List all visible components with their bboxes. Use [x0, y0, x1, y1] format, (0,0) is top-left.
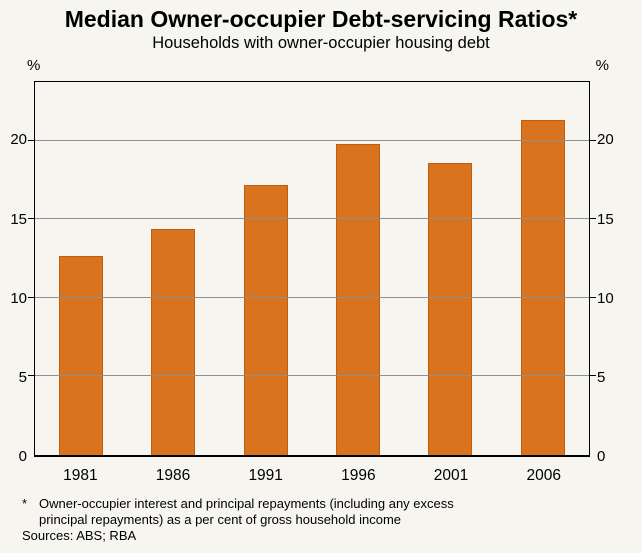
y-tick-label-left-10: 10	[10, 289, 27, 307]
bar-1996	[336, 144, 381, 455]
y-tickmark-left-20	[28, 139, 34, 141]
y-tickmark-left-5	[28, 375, 34, 377]
gridline-20	[35, 139, 589, 141]
y-tick-label-left-0: 0	[18, 448, 27, 465]
y-axis-left: 0 5 10 15 20	[0, 81, 34, 465]
y-axis-unit-left: %	[27, 57, 41, 74]
y-tickmark-right-20	[590, 139, 596, 141]
y-tick-label-right-5: 5	[597, 368, 606, 386]
y-axis-unit-right: %	[595, 57, 609, 74]
bar-1991	[243, 184, 288, 455]
chart-subtitle: Households with owner-occupier housing d…	[152, 34, 490, 52]
y-tick-label-left-20: 20	[10, 131, 27, 149]
y-tickmark-right-15	[590, 218, 596, 220]
gridline-5	[35, 375, 589, 377]
footnote: * Owner-occupier interest and principal …	[0, 493, 642, 544]
y-tick-label-left-15: 15	[10, 210, 27, 228]
chart-title: Median Owner-occupier Debt-servicing Rat…	[64, 6, 578, 32]
footnote-text: Owner-occupier interest and principal re…	[39, 496, 454, 528]
chart: % % 0 5 10 15 20 0 5 10 15 20 1981 1986 1991 1996 20…	[0, 53, 642, 493]
gridline-10	[35, 296, 589, 298]
y-tick-label-right-20: 20	[597, 131, 614, 149]
x-tick-label-1991: 1991	[248, 467, 283, 484]
x-tick-label-1996: 1996	[341, 467, 376, 484]
gridline-15	[35, 218, 589, 220]
sources: Sources: ABS; RBA	[22, 528, 137, 543]
y-tickmark-right-10	[590, 296, 596, 298]
y-tick-label-left-5: 5	[18, 368, 27, 386]
footnote-row: * Owner-occupier interest and principal …	[22, 496, 616, 528]
y-axis-right: 0 5 10 15 20	[590, 81, 642, 465]
bar-2006	[520, 120, 565, 455]
footnote-line1: Owner-occupier interest and principal re…	[39, 496, 454, 511]
footnote-marker: *	[22, 496, 28, 511]
y-tickmark-right-5	[590, 375, 596, 377]
x-axis-labels: 1981 1986 1991 1996 2001 2006	[34, 461, 590, 487]
y-tickmark-left-15	[28, 218, 34, 220]
bar-1986	[151, 228, 196, 455]
y-tick-label-right-15: 15	[597, 210, 614, 228]
plot-area	[28, 81, 596, 457]
y-tick-label-right-10: 10	[597, 289, 614, 307]
x-tick-label-2001: 2001	[433, 467, 469, 484]
y-tickmark-left-10	[28, 296, 34, 298]
x-tick-label-1986: 1986	[155, 467, 191, 484]
x-tick-label-2006: 2006	[526, 467, 561, 484]
bar-2001	[428, 162, 473, 455]
y-tick-label-right-0: 0	[597, 448, 606, 465]
bar-1981	[59, 255, 104, 455]
footnote-line2: principal repayments) as a per cent of g…	[39, 512, 402, 527]
x-tick-label-1981: 1981	[63, 467, 98, 484]
